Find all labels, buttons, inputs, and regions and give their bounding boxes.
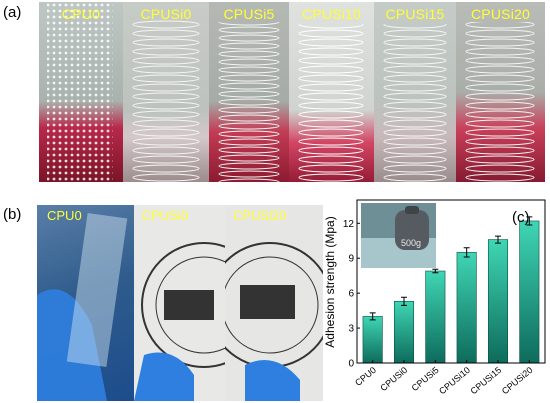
error-bar-cpusi0 <box>401 296 407 306</box>
adhesion-chart: 0 3 6 9 12 CPU0 CPUSi0 CPUSi5CPUSi10CPUSi15CPU… <box>323 199 546 396</box>
tube-label: CPU0 <box>61 6 101 22</box>
x-tick-label: CPUSi5 <box>410 365 441 393</box>
x-tick-label: CPU0 <box>353 365 378 388</box>
photo-segment-cpusi20: CPUSi20 <box>225 205 323 401</box>
tube-pattern <box>289 24 374 182</box>
y-tick-label: 3 <box>348 324 354 335</box>
seal-graphic <box>134 242 225 401</box>
photo-label: CPU0 <box>47 208 82 223</box>
bar-cpusi15 <box>487 239 509 364</box>
photo-segment-cpusi0: CPUSi0 <box>134 205 225 401</box>
error-bar-cpusi15 <box>495 235 501 244</box>
bar-cpusi10 <box>456 252 477 364</box>
tube-pattern <box>123 20 209 182</box>
bar-cpu0 <box>362 316 383 364</box>
panel-b-letter: (b) <box>3 206 22 223</box>
y-tick-label: 6 <box>348 289 354 300</box>
error-bar-cpusi5 <box>432 268 439 274</box>
tube-cpusi15: CPUSi15 <box>374 2 456 182</box>
x-tick-label: CPUSi10 <box>437 365 472 396</box>
panel-a-photo: CPU0 CPUSi0 CPUSi5 CPUSi10 CPUSi15 <box>39 2 545 182</box>
tube-pattern <box>374 24 456 182</box>
tube-pattern <box>47 2 113 182</box>
x-tick-label: CPUSi0 <box>378 365 409 393</box>
bar-cpusi20 <box>519 220 540 364</box>
photo-label: CPUSi0 <box>142 208 189 223</box>
plot-frame <box>356 199 546 364</box>
error-bar-cpu0 <box>369 312 376 321</box>
tube-label: CPUSi20 <box>471 6 530 22</box>
error-bar-cpusi10 <box>463 247 470 258</box>
error-bar-cpusi20 <box>526 216 533 226</box>
x-tick-label: CPUSi20 <box>500 365 535 396</box>
tube-label: CPUSi15 <box>385 6 445 22</box>
gloved-hand <box>37 212 128 401</box>
bar-cpusi0 <box>393 300 415 364</box>
panel-c-letter: (c) <box>512 209 530 226</box>
tube-label: CPUSi5 <box>223 6 275 22</box>
tube-cpu0: CPU0 <box>39 2 123 182</box>
tube-cpusi0: CPUSi0 <box>123 2 209 182</box>
panel-b-photo: CPU0 CPUSi0 CPUSi20 <box>37 205 323 401</box>
tube-cpusi5: CPUSi5 <box>209 2 289 182</box>
seal-graphic <box>225 242 323 401</box>
inset-photo: 500g <box>361 203 436 268</box>
weight-label: 500g <box>401 238 421 248</box>
tube-cpusi10: CPUSi10 <box>289 2 374 182</box>
y-axis-label: Adhesion strength (Mpa) <box>323 216 337 347</box>
y-tick-label: 9 <box>348 254 354 265</box>
tube-cpusi20: CPUSi20 <box>456 2 545 182</box>
photo-segment-cpu0: CPU0 <box>37 205 134 401</box>
panel-a-letter: (a) <box>3 4 22 21</box>
tube-pattern <box>209 22 289 182</box>
tube-label: CPUSi10 <box>302 6 361 22</box>
y-tick-label: 12 <box>343 219 355 230</box>
y-tick-label: 0 <box>348 359 354 370</box>
photo-label: CPUSi20 <box>233 208 287 223</box>
bar-cpusi5 <box>425 270 446 364</box>
tube-label: CPUSi0 <box>140 6 192 22</box>
tube-pattern <box>456 22 545 182</box>
x-tick-label: CPUSi15 <box>469 365 504 396</box>
